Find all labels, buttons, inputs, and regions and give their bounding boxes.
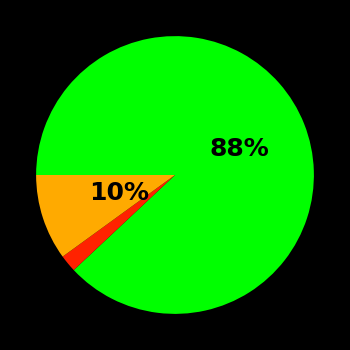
Wedge shape [36,36,314,314]
Text: 88%: 88% [210,138,270,161]
Wedge shape [36,175,175,257]
Wedge shape [63,175,175,270]
Text: 10%: 10% [90,181,149,205]
